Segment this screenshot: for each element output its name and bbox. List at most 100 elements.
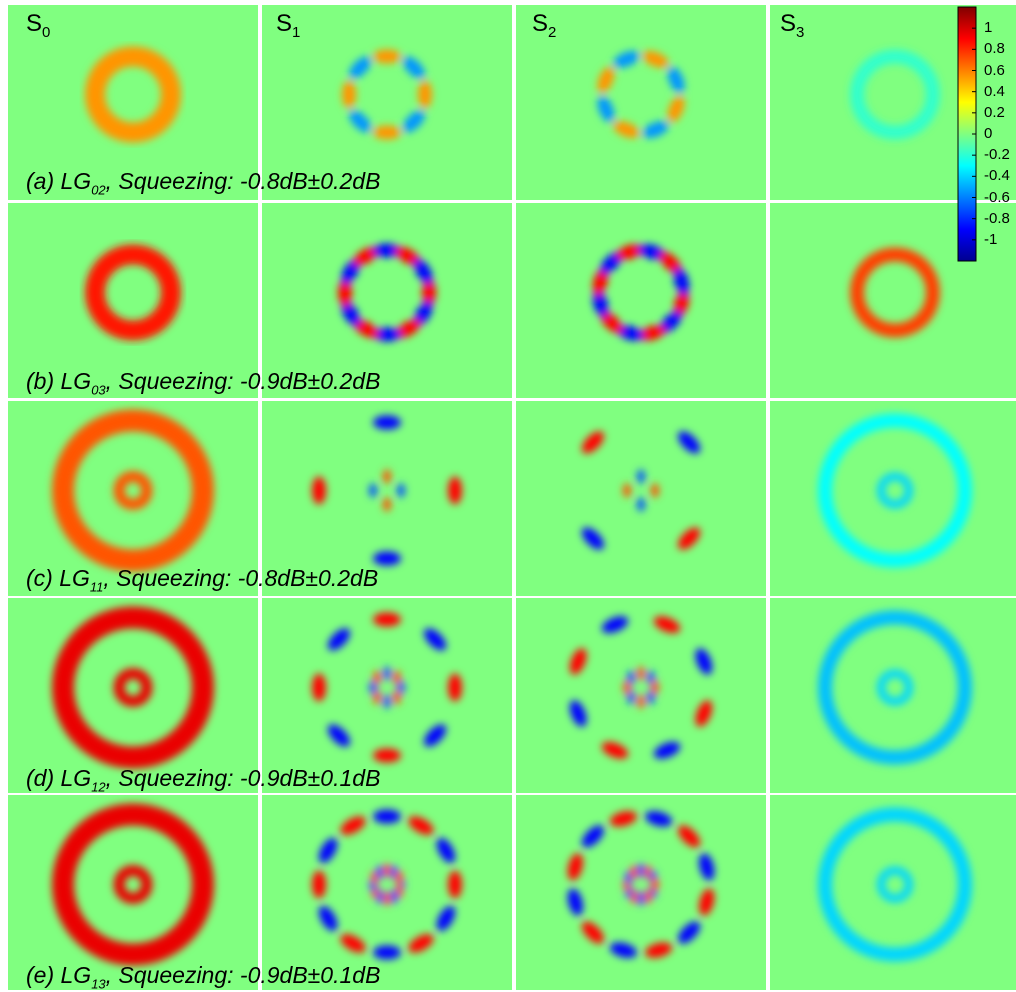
s3-inner — [877, 866, 913, 903]
stokes-lobe — [373, 415, 401, 430]
row-caption-e: (e) LG13, Squeezing: -0.9dB±0.1dB — [26, 962, 380, 992]
caption-mode: LG — [60, 368, 92, 394]
stokes-lobe — [373, 125, 401, 140]
inner-lobe — [383, 694, 391, 709]
intensity-pattern — [342, 49, 432, 140]
caption-tag: (a) — [26, 168, 61, 194]
stokes-lobe — [395, 319, 421, 339]
colorbar-tick-label: 0.4 — [984, 82, 1005, 100]
inner-lobe — [376, 865, 384, 880]
outer-ring — [52, 803, 214, 966]
panel-r5-s1 — [262, 795, 512, 990]
inner-lobe — [646, 670, 655, 685]
panel-background — [262, 5, 512, 200]
panel-r2-s3 — [770, 203, 1016, 398]
stokes-lobe — [678, 527, 701, 550]
stokes-lobe — [616, 244, 644, 260]
stokes-lobe — [597, 66, 615, 94]
panel-r3-s0 — [8, 401, 258, 596]
inner-lobe — [623, 680, 631, 695]
stokes-lobe — [600, 311, 623, 334]
stokes-lobe — [609, 811, 638, 827]
inner-lobe — [627, 670, 636, 685]
row-caption-a: (a) LG02, Squeezing: -0.8dB±0.2dB — [26, 168, 380, 198]
row-caption-b: (b) LG03, Squeezing: -0.9dB±0.2dB — [26, 368, 380, 398]
intensity-pattern — [338, 243, 436, 342]
stokes-lobe — [642, 121, 669, 139]
inner-ring — [113, 471, 153, 510]
stokes-lobe — [395, 246, 421, 266]
stokes-lobe — [414, 258, 433, 285]
panel-r2-s2 — [516, 203, 766, 398]
stokes-lobe — [318, 837, 338, 864]
intensity-pattern — [312, 612, 462, 763]
stokes-lobe — [673, 289, 690, 318]
panel-background — [770, 203, 1016, 398]
inner-lobe — [369, 680, 377, 695]
stokes-lobe — [667, 66, 685, 94]
outer-ring — [52, 606, 214, 769]
intensity-pattern — [52, 803, 214, 966]
stokes-lobe — [644, 942, 673, 958]
inner-lobe — [373, 670, 382, 685]
stokes-lobe — [609, 942, 638, 958]
stokes-lobe — [327, 724, 350, 747]
intensity-pattern — [52, 606, 214, 769]
stokes-lobe — [341, 300, 360, 327]
s3-ring — [818, 807, 972, 962]
intensity-pattern — [85, 244, 181, 341]
inner-lobe — [392, 670, 401, 685]
inner-lobe — [651, 877, 659, 892]
stokes-lobe — [567, 888, 583, 916]
panel-r5-s2 — [516, 795, 766, 990]
inner-lobe — [383, 666, 391, 681]
outer-ring — [52, 409, 214, 572]
colorbar-tick-label: 0 — [984, 125, 993, 142]
intensity-pattern — [818, 807, 972, 962]
intensity-pattern — [592, 244, 690, 341]
stokes-lobe — [581, 431, 604, 454]
colorbar — [957, 6, 977, 262]
inner-lobe — [630, 865, 638, 880]
stokes-lobe — [373, 243, 401, 258]
inner-lobe — [383, 497, 391, 512]
column-header-s2: S2 — [532, 10, 556, 41]
colorbar-tick-label: -0.2 — [984, 146, 1010, 164]
caption-mode: LG — [59, 565, 90, 591]
s3-ring — [818, 413, 972, 568]
stokes-lobe — [373, 49, 401, 64]
stokes-lobe — [581, 825, 604, 848]
inner-lobe — [646, 690, 655, 705]
caption-squeezing: , Squeezing: -0.8dB±0.2dB — [103, 565, 379, 591]
panel-background — [516, 5, 766, 200]
caption-tag: (d) — [26, 765, 61, 791]
stokes-lobe — [678, 921, 701, 944]
inner-lobe — [390, 889, 398, 904]
stokes-lobe — [312, 476, 326, 505]
stokes-lobe — [373, 551, 401, 566]
stokes-lobe — [448, 476, 462, 505]
stokes-lobe — [338, 278, 352, 307]
intensity-pattern — [597, 50, 685, 139]
stokes-lobe — [569, 700, 587, 727]
column-header-s1: S1 — [276, 10, 300, 41]
panel-background — [516, 203, 766, 398]
intensity-pattern — [818, 610, 972, 765]
stokes-lobe — [342, 80, 356, 109]
stokes-lobe — [613, 50, 640, 68]
stokes-lobe — [601, 741, 629, 759]
intensity-pattern — [85, 46, 181, 143]
column-header-s0: S0 — [26, 10, 50, 41]
inner-lobe — [623, 483, 631, 498]
colorbar-tick-label: 0.8 — [984, 40, 1005, 58]
panel-r3-s1 — [262, 401, 512, 596]
panel-r3-s2 — [516, 401, 766, 596]
inner-lobe — [383, 469, 391, 484]
intensity-pattern — [850, 49, 940, 140]
caption-mode-index: 03 — [91, 382, 106, 398]
inner-lobe — [397, 680, 405, 695]
stokes-lobe — [349, 110, 372, 133]
stokes-lobe — [695, 700, 713, 727]
caption-mode: LG — [60, 168, 92, 194]
